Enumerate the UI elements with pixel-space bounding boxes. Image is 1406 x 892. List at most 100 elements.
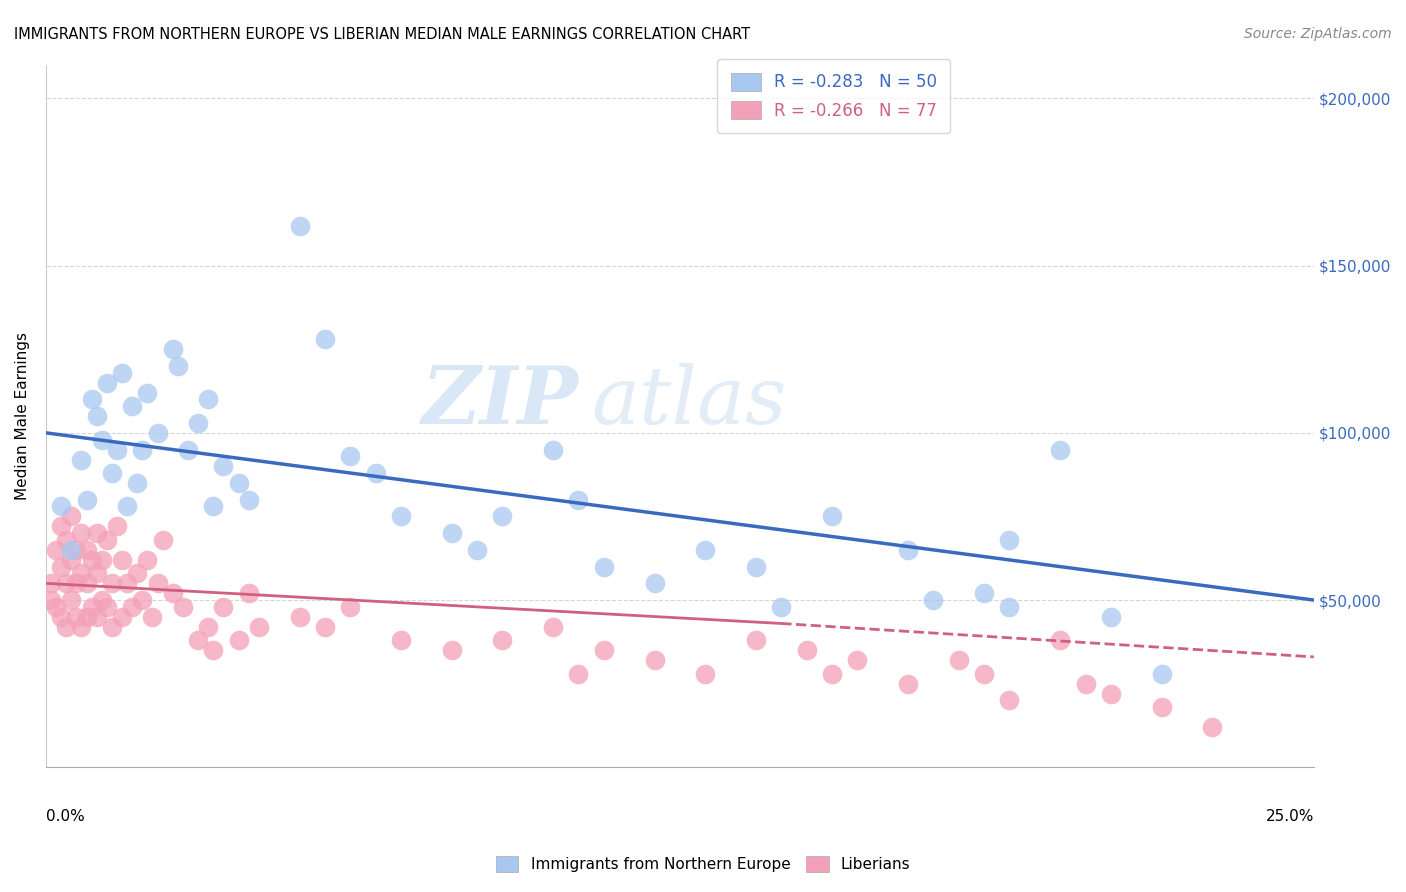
Point [948, 653, 970, 667]
Point [70, 526, 93, 541]
Point [197, 620, 219, 634]
Point [796, 643, 818, 657]
Point [51, 609, 73, 624]
Point [644, 653, 666, 667]
Point [152, 533, 174, 547]
Point [115, 576, 138, 591]
Point [491, 509, 513, 524]
Point [55, 533, 77, 547]
Point [101, 466, 124, 480]
Point [821, 666, 844, 681]
Point [115, 500, 138, 514]
Point [70, 620, 93, 634]
Point [202, 643, 225, 657]
Point [1099, 687, 1122, 701]
Point [541, 442, 564, 457]
Point [288, 219, 311, 233]
Point [162, 586, 184, 600]
Point [141, 609, 163, 624]
Point [111, 366, 134, 380]
Point [127, 476, 149, 491]
Text: ZIP: ZIP [422, 363, 578, 441]
Point [80, 599, 103, 614]
Text: 0.0%: 0.0% [46, 809, 84, 824]
Point [364, 466, 387, 480]
Point [65, 542, 87, 557]
Point [389, 509, 412, 524]
Point [592, 559, 614, 574]
Point [592, 643, 614, 657]
Point [1049, 442, 1071, 457]
Point [96, 533, 118, 547]
Point [465, 542, 488, 557]
Point [314, 620, 336, 634]
Point [238, 586, 260, 600]
Point [567, 666, 589, 681]
Point [39, 593, 62, 607]
Point [76, 609, 98, 624]
Point [60, 542, 83, 557]
Point [1099, 609, 1122, 624]
Point [90, 593, 112, 607]
Point [86, 566, 108, 581]
Point [86, 409, 108, 424]
Point [101, 620, 124, 634]
Point [1150, 700, 1173, 714]
Point [121, 399, 143, 413]
Point [162, 343, 184, 357]
Point [1201, 720, 1223, 734]
Legend: R = -0.283   N = 50, R = -0.266   N = 77: R = -0.283 N = 50, R = -0.266 N = 77 [717, 59, 950, 133]
Point [314, 332, 336, 346]
Point [131, 593, 153, 607]
Point [998, 533, 1021, 547]
Point [922, 593, 945, 607]
Point [202, 500, 225, 514]
Point [197, 392, 219, 407]
Point [440, 643, 463, 657]
Point [821, 509, 844, 524]
Point [55, 620, 77, 634]
Point [846, 653, 869, 667]
Text: atlas: atlas [591, 363, 786, 441]
Point [86, 526, 108, 541]
Point [105, 442, 128, 457]
Point [60, 593, 83, 607]
Point [111, 609, 134, 624]
Point [39, 576, 62, 591]
Point [70, 566, 93, 581]
Point [51, 500, 73, 514]
Point [111, 553, 134, 567]
Point [389, 633, 412, 648]
Point [238, 492, 260, 507]
Point [567, 492, 589, 507]
Point [136, 553, 159, 567]
Point [136, 385, 159, 400]
Text: 25.0%: 25.0% [1265, 809, 1313, 824]
Point [440, 526, 463, 541]
Point [51, 519, 73, 533]
Point [339, 450, 361, 464]
Point [247, 620, 270, 634]
Point [897, 542, 920, 557]
Point [228, 633, 250, 648]
Point [339, 599, 361, 614]
Point [90, 553, 112, 567]
Point [45, 599, 67, 614]
Point [745, 633, 768, 648]
Text: Source: ZipAtlas.com: Source: ZipAtlas.com [1244, 27, 1392, 41]
Point [51, 559, 73, 574]
Point [491, 633, 513, 648]
Point [212, 599, 235, 614]
Point [973, 586, 995, 600]
Point [105, 519, 128, 533]
Point [745, 559, 768, 574]
Point [228, 476, 250, 491]
Point [131, 442, 153, 457]
Point [65, 576, 87, 591]
Point [101, 576, 124, 591]
Point [541, 620, 564, 634]
Point [96, 376, 118, 390]
Point [121, 599, 143, 614]
Point [166, 359, 188, 373]
Point [65, 609, 87, 624]
